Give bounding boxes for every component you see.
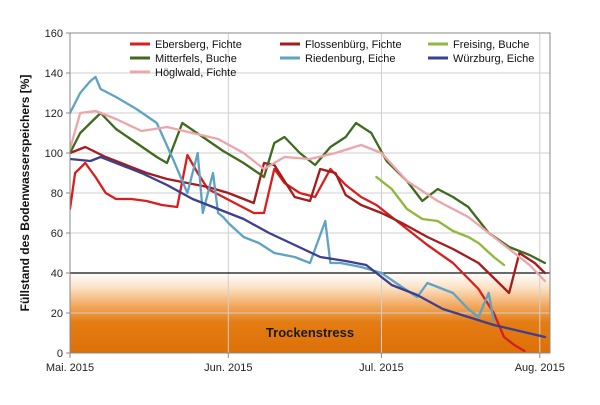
y-tick-label: 140 (45, 68, 63, 80)
series-line-7 (70, 109, 547, 283)
y-tick-label: 100 (45, 148, 63, 160)
x-tick-label: Jul. 2015 (359, 362, 404, 374)
legend-label: Ebersberg, Fichte (155, 39, 242, 51)
series-line-2 (70, 145, 547, 295)
legend-label: Würzburg, Eiche (453, 53, 534, 65)
legend-label: Freising, Buche (453, 39, 529, 51)
y-tick-label: 40 (51, 268, 63, 280)
y-tick-label: 20 (51, 308, 63, 320)
series-line-1 (70, 153, 526, 353)
stress-label: Trockenstress (266, 325, 354, 340)
series-line-4 (70, 111, 547, 265)
y-tick-label: 0 (57, 348, 63, 360)
series-line-5 (70, 75, 495, 323)
x-tick-label: Jun. 2015 (204, 362, 252, 374)
legend-label: Flossenbürg, Fichte (305, 39, 402, 51)
y-tick-label: 160 (45, 28, 63, 40)
y-tick-label: 60 (51, 228, 63, 240)
y-tick-label: 120 (45, 108, 63, 120)
legend-label: Höglwald, Fichte (155, 67, 236, 79)
y-axis-label: Füllstand des Bodenwasserspeichers [%] (18, 75, 32, 312)
legend-label: Riedenburg, Eiche (305, 53, 396, 65)
y-tick-label: 80 (51, 188, 63, 200)
legend-label: Mitterfels, Buche (155, 53, 237, 65)
x-tick-label: Mai. 2015 (46, 362, 94, 374)
series-line-3 (375, 175, 506, 267)
x-tick-label: Aug. 2015 (515, 362, 565, 374)
series-line-6 (70, 155, 547, 339)
